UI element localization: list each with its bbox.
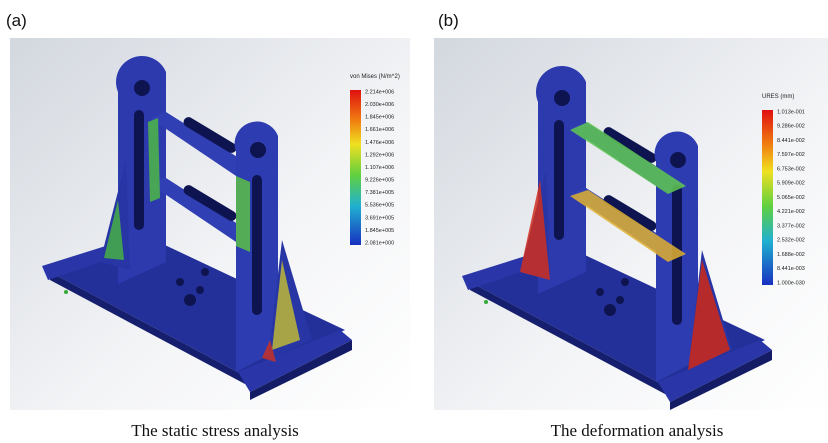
colorbar-label: 2.532e-002: [777, 238, 805, 244]
colorbar-label: 1.661e+006: [365, 127, 394, 133]
colorbar-label: 5.909e-002: [777, 181, 805, 187]
colorbar-label: 2.081e+000: [365, 240, 394, 246]
caption: The deformation analysis: [551, 421, 724, 440]
figure: (a) The static stress analysis (b) The d…: [0, 0, 828, 443]
caption: The static stress analysis: [131, 421, 299, 440]
colorbar-label: 3.377e-002: [777, 223, 805, 229]
colorbar-label: 8.441e-003: [777, 266, 805, 272]
colorbar-label: 6.753e-002: [777, 166, 805, 172]
colorbar: [350, 90, 361, 245]
colorbar-label: 3.691e+005: [365, 215, 394, 221]
colorbar-label: 9.226e+005: [365, 178, 394, 184]
colorbar-title: von Mises (N/m^2): [350, 74, 400, 80]
panel-label: (b): [438, 11, 459, 30]
colorbar-label: 2.214e+006: [365, 89, 394, 95]
colorbar-label: 1.845e+005: [365, 228, 394, 234]
panel-label: (a): [6, 11, 27, 30]
colorbar: [762, 110, 773, 285]
colorbar-label: 1.000e-030: [777, 280, 805, 286]
colorbar-label: 5.065e-002: [777, 195, 805, 201]
colorbar-label: 2.030e+006: [365, 102, 394, 108]
colorbar-title: URES (mm): [762, 94, 794, 100]
colorbar-label: 4.221e-002: [777, 209, 805, 215]
colorbar-label: 1.845e+006: [365, 115, 394, 121]
colorbar-label: 8.441e-002: [777, 138, 805, 144]
colorbar-label: 7.597e-002: [777, 152, 805, 158]
colorbar-label: 5.536e+005: [365, 203, 394, 209]
colorbar-label: 1.292e+006: [365, 152, 394, 158]
colorbar-label: 1.476e+006: [365, 140, 394, 146]
colorbar-label: 9.286e-002: [777, 124, 805, 130]
colorbar-label: 1.013e-001: [777, 109, 805, 115]
colorbar-label: 7.381e+005: [365, 190, 394, 196]
colorbar-label: 1.688e-002: [777, 252, 805, 258]
colorbar-label: 1.107e+006: [365, 165, 394, 171]
